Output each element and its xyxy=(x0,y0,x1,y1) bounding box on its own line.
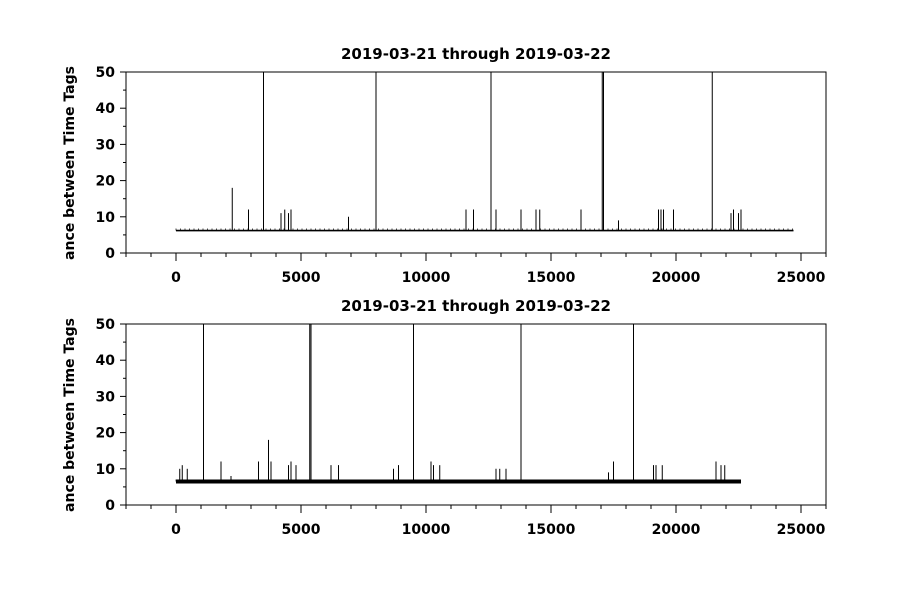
panel-1-series xyxy=(175,72,794,232)
panel-1-ytick-label: 30 xyxy=(96,137,116,153)
panel-2-ytick-label: 10 xyxy=(96,462,116,478)
panel-1-ytick-label: 20 xyxy=(96,174,116,190)
panel-2: 2019-03-21 through 2019-03-22 ance betwe… xyxy=(62,297,827,538)
panel-2-series xyxy=(175,324,741,484)
panel-2-ytick-label: 40 xyxy=(96,353,116,369)
panel-2-axes: 0 10 20 30 40 50 0 5000 10000 15000 20000 25000 xyxy=(96,317,827,538)
panel-1-xtick-label: 5000 xyxy=(282,270,321,286)
panel-1-ytick-label: 40 xyxy=(96,101,116,117)
panel-2-xtick-label: 15000 xyxy=(527,522,576,538)
panel-1-ylabel: ance between Time Tags xyxy=(62,66,78,260)
panel-1-xtick-label: 25000 xyxy=(777,270,826,286)
panel-2-xtick-label: 25000 xyxy=(777,522,826,538)
panel-1-ytick-label: 0 xyxy=(105,246,115,262)
panel-1-xtick-label: 20000 xyxy=(652,270,701,286)
panel-1-title: 2019-03-21 through 2019-03-22 xyxy=(341,45,611,63)
panel-1: 2019-03-21 through 2019-03-22 ance betwe… xyxy=(62,45,827,286)
panel-1-xtick-label: 15000 xyxy=(527,270,576,286)
panel-1-frame xyxy=(125,71,827,254)
panel-2-xtick-label: 10000 xyxy=(402,522,451,538)
panel-1-xtick-label: 0 xyxy=(171,270,181,286)
panel-1-ytick-label: 50 xyxy=(96,65,116,81)
panel-2-xtick-label: 5000 xyxy=(282,522,321,538)
panel-2-title: 2019-03-21 through 2019-03-22 xyxy=(341,297,611,315)
panel-1-xtick-label: 10000 xyxy=(402,270,451,286)
panel-2-ytick-label: 20 xyxy=(96,426,116,442)
panel-2-ytick-label: 30 xyxy=(96,389,116,405)
panel-2-xtick-label: 20000 xyxy=(652,522,701,538)
panel-2-ylabel: ance between Time Tags xyxy=(62,318,78,512)
panel-2-xtick-label: 0 xyxy=(171,522,181,538)
panel-1-axes: 0 10 20 30 40 50 0 5000 10000 15000 20000 25000 xyxy=(96,65,827,286)
panel-2-ytick-label: 0 xyxy=(105,498,115,514)
panel-2-ytick-label: 50 xyxy=(96,317,116,333)
panel-1-ytick-label: 10 xyxy=(96,210,116,226)
